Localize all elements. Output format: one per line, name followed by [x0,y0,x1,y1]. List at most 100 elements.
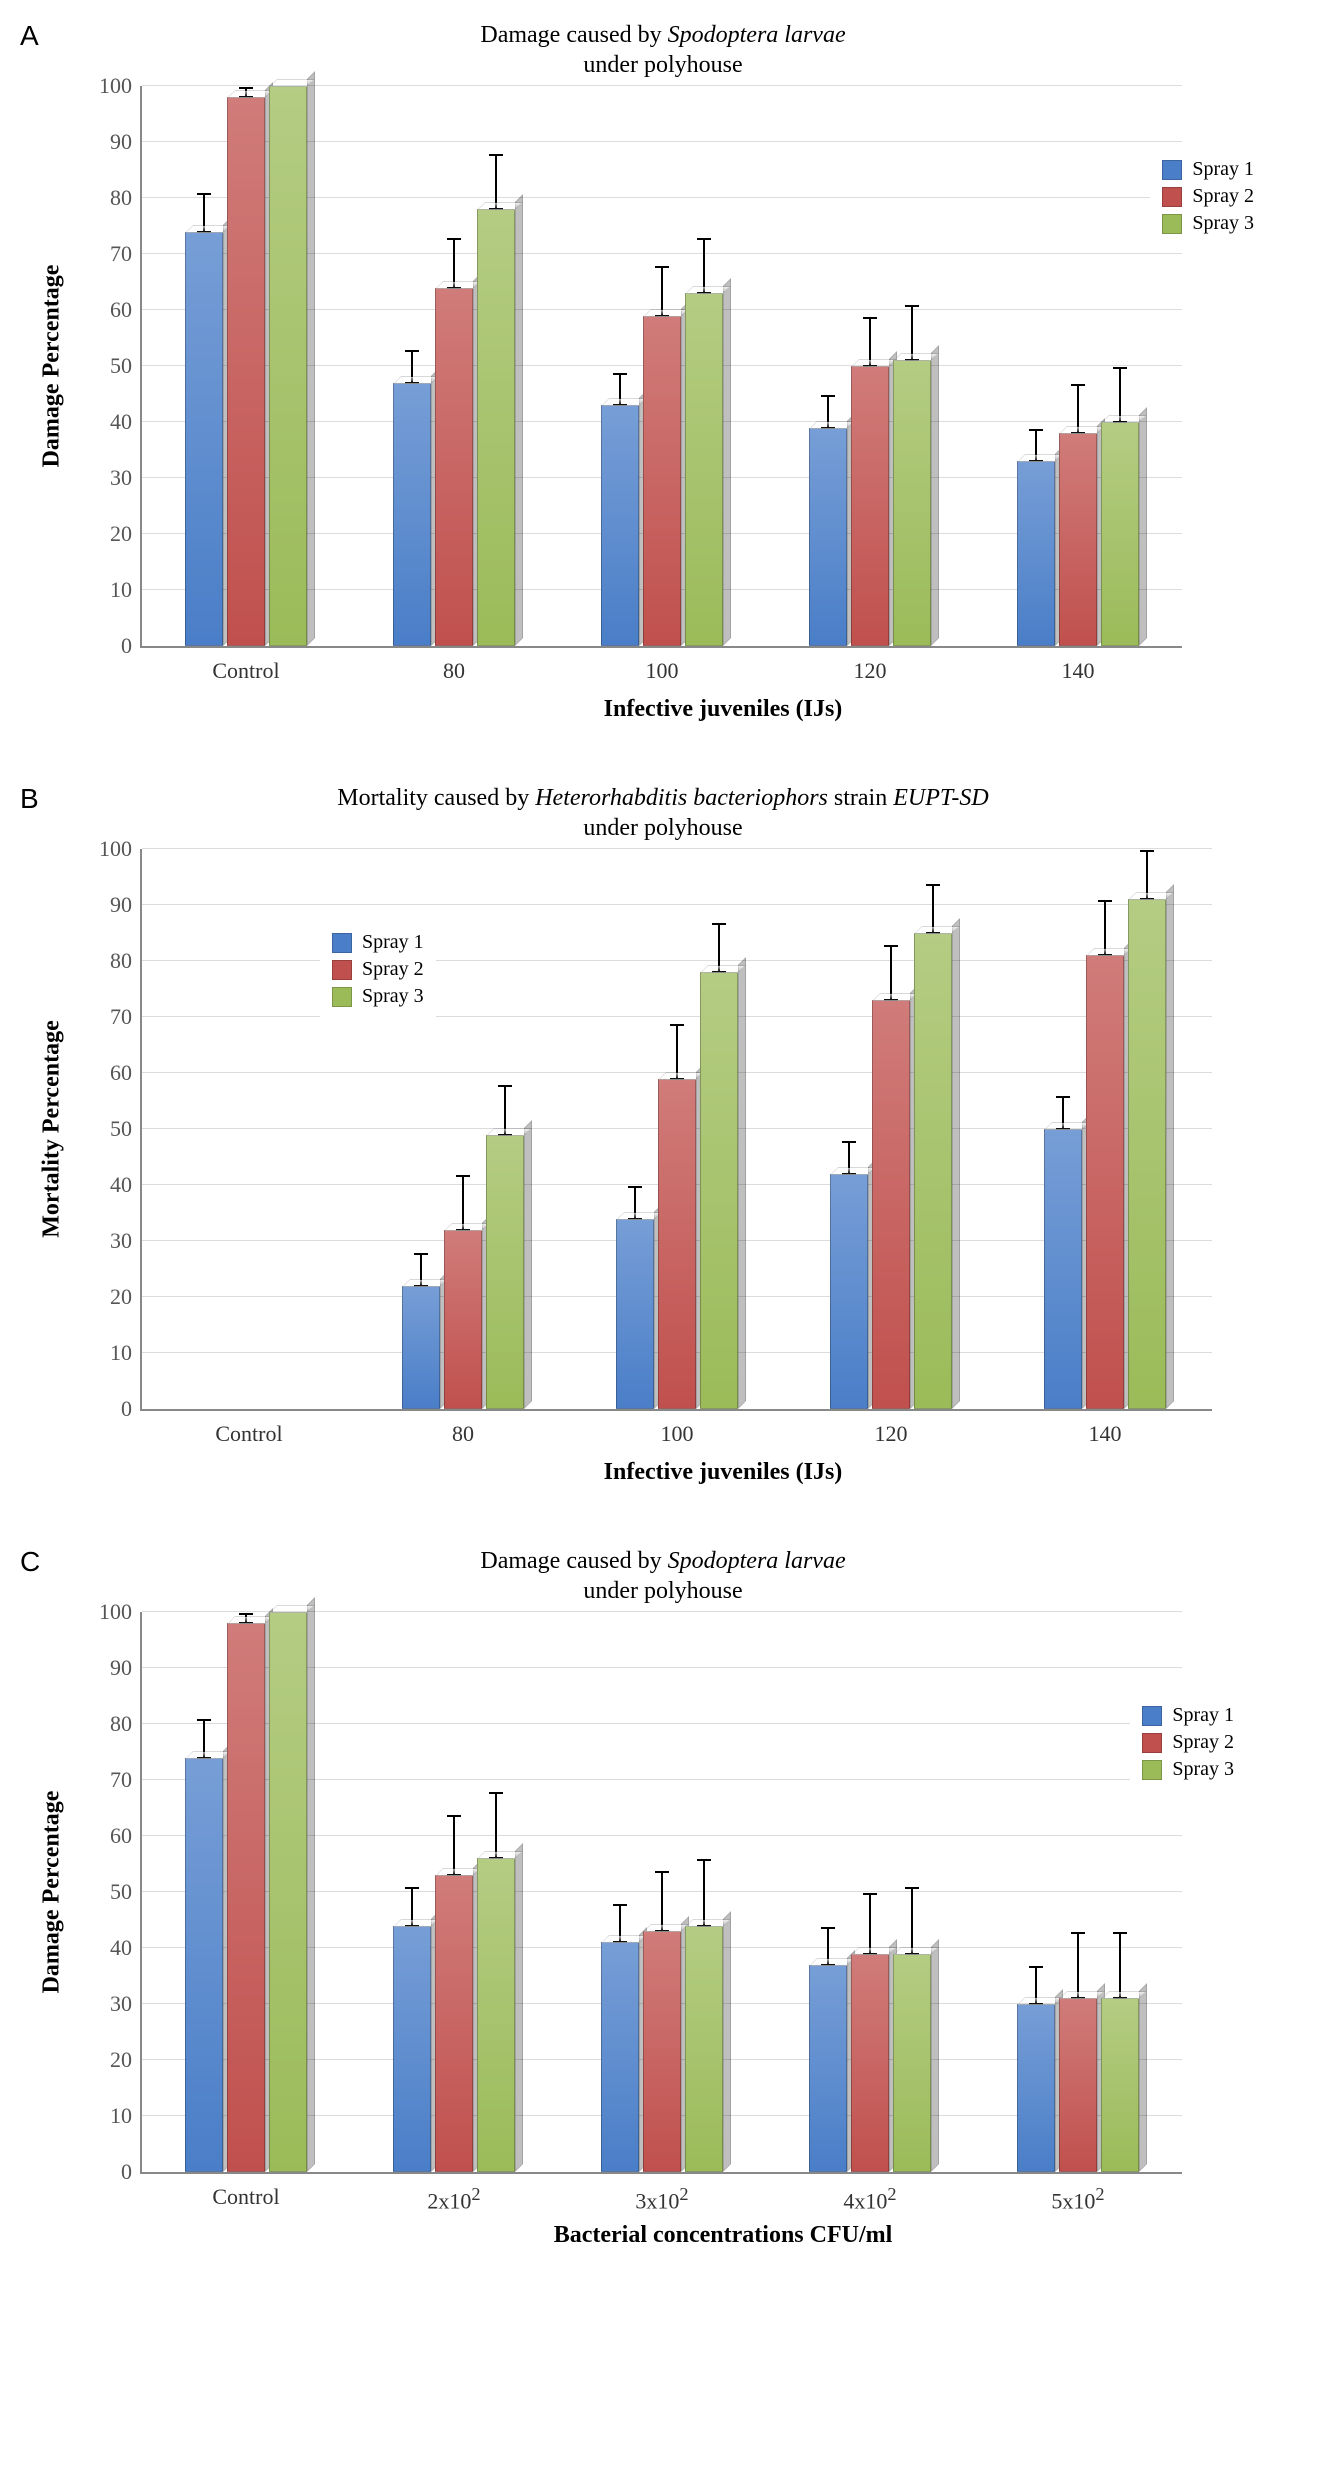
y-tick-label: 70 [110,1004,132,1030]
x-tick-label: 80 [443,658,465,684]
y-tick-label: 60 [110,1823,132,1849]
x-tick-label: Control [215,1421,282,1447]
bar [601,1942,639,2172]
error-bar [203,1719,205,1758]
y-tick-label: 40 [110,1935,132,1961]
y-tick-label: 100 [99,836,132,862]
bar [185,232,223,646]
y-tick-label: 10 [110,1340,132,1366]
bar [1101,1998,1139,2172]
y-tick-label: 10 [110,2103,132,2129]
x-tick-label: 120 [875,1421,908,1447]
legend-item: Spray 1 [1142,1704,1234,1727]
error-bar [1119,1932,1121,1999]
bar [444,1230,482,1409]
y-tick-label: 50 [110,353,132,379]
error-bar [911,1887,913,1954]
bar [269,1612,307,2172]
error-bar [932,884,934,934]
legend-item: Spray 1 [332,931,424,954]
x-tick-label: 120 [854,658,887,684]
bar-group: 120 [766,86,974,646]
x-tick-label: Control [212,658,279,684]
bar [393,1926,431,2172]
legend-item: Spray 1 [1162,158,1254,181]
panel-a: A Damage caused by Spodoptera larvae und… [20,20,1306,723]
bar-group: 2x102 [350,1612,558,2172]
bar [685,1926,723,2172]
error-bar [869,1893,871,1955]
x-tick-label: 140 [1089,1421,1122,1447]
error-bar [890,945,892,1001]
bar [643,1931,681,2172]
x-tick-label: Control [212,2184,279,2210]
panel-a-title: Damage caused by Spodoptera larvae under… [20,20,1306,80]
legend-item: Spray 3 [332,985,424,1008]
bar [486,1135,524,1409]
error-bar [911,305,913,361]
error-bar [619,1904,621,1943]
error-bar [245,1613,247,1624]
panel-b: B Mortality caused by Heterorhabditis ba… [20,783,1306,1486]
title-italic: Spodoptera larvae [668,1548,846,1574]
bar [685,293,723,646]
error-bar [1104,900,1106,956]
x-tick-label: 100 [661,1421,694,1447]
x-tick-label: 4x102 [843,2184,896,2214]
error-bar [411,1887,413,1926]
error-bar [1077,384,1079,434]
bar [435,288,473,646]
y-tick-label: 0 [121,1396,132,1422]
bar [1017,2004,1055,2172]
bar [1017,461,1055,646]
title-text: under polyhouse [583,52,742,78]
legend-swatch [332,960,352,980]
title-italic: Heterorhabditis bacteriophors [535,785,828,811]
bar [435,1875,473,2172]
bar [893,360,931,646]
y-tick-label: 90 [110,892,132,918]
bar [643,316,681,646]
plot-area: Damage Percentage 0102030405060708090100… [140,1612,1182,2174]
legend-swatch [332,933,352,953]
legend-swatch [1142,1706,1162,1726]
y-tick-label: 70 [110,241,132,267]
y-tick-label: 70 [110,1767,132,1793]
x-tick-label: 100 [646,658,679,684]
y-axis-label: Mortality Percentage [39,1020,66,1237]
error-bar [462,1175,464,1231]
bar-group: 100 [558,86,766,646]
bar [477,209,515,646]
panel-c-label: C [20,1546,40,1578]
title-text: under polyhouse [583,1578,742,1604]
y-tick-label: 20 [110,2047,132,2073]
bar [658,1079,696,1409]
x-tick-label: 3x102 [635,2184,688,2214]
bar-group: 140 [998,849,1212,1409]
title-text: under polyhouse [583,815,742,841]
legend: Spray 1Spray 2Spray 3 [1150,146,1266,247]
error-bar [1146,850,1148,900]
bar [851,1954,889,2172]
title-italic: Spodoptera larvae [668,22,846,48]
bar [1044,1129,1082,1409]
bar [809,1965,847,2172]
panel-c-plot: Damage Percentage 0102030405060708090100… [140,1612,1306,2249]
legend-label: Spray 1 [1172,1704,1234,1727]
y-axis-label: Damage Percentage [39,265,66,468]
panel-c-title: Damage caused by Spodoptera larvae under… [20,1546,1306,1606]
legend-swatch [1142,1733,1162,1753]
bar [809,428,847,646]
bar [185,1758,223,2172]
y-tick-label: 100 [99,73,132,99]
legend-label: Spray 2 [1192,185,1254,208]
x-axis-label: Bacterial concentrations CFU/ml [140,2222,1306,2249]
error-bar [619,373,621,407]
y-tick-label: 40 [110,409,132,435]
error-bar [827,1927,829,1966]
error-bar [1077,1932,1079,1999]
plot-area: Damage Percentage 0102030405060708090100… [140,86,1182,648]
error-bar [703,1859,705,1926]
y-tick-label: 30 [110,465,132,491]
bar-group: 120 [784,849,998,1409]
